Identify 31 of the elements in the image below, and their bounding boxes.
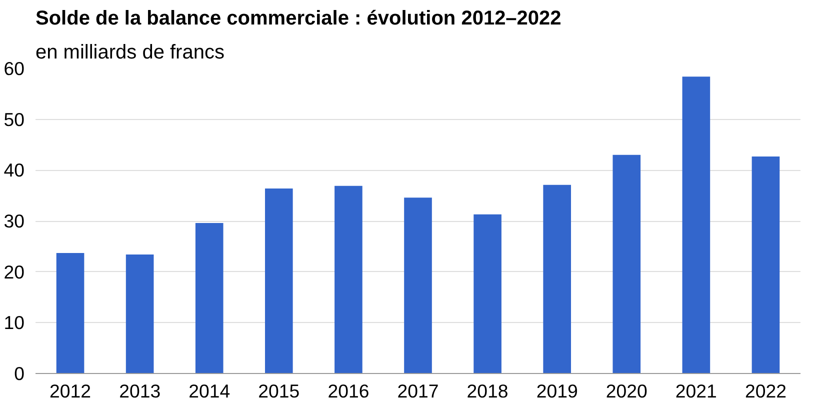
- chart-subtitle: en milliards de francs: [36, 42, 224, 64]
- x-tick-label: 2013: [119, 380, 161, 402]
- bar: [752, 156, 780, 374]
- bar: [56, 253, 84, 374]
- y-tick-label: 40: [4, 160, 25, 181]
- bar: [126, 254, 154, 374]
- bar: [404, 198, 432, 374]
- x-tick-label: 2016: [328, 380, 370, 402]
- x-tick-label: 2018: [466, 380, 508, 402]
- bar: [682, 76, 710, 374]
- x-tick-label: 2017: [397, 380, 439, 402]
- x-tick-label: 2015: [258, 380, 300, 402]
- x-tick-label: 2021: [675, 380, 717, 402]
- y-tick-label: 50: [4, 108, 25, 130]
- bar: [265, 188, 293, 374]
- x-tick-label: 2019: [536, 380, 578, 402]
- y-tick-label: 20: [4, 261, 25, 282]
- y-tick-label: 0: [14, 363, 25, 384]
- x-tick-label: 2014: [188, 380, 230, 402]
- x-tick-label: 2022: [744, 380, 786, 402]
- y-tick-label: 10: [4, 312, 25, 334]
- y-tick-label: 60: [4, 58, 25, 79]
- bar: [612, 154, 641, 374]
- y-tick-label: 30: [4, 210, 25, 232]
- bar: [474, 214, 502, 374]
- bar: [195, 223, 224, 374]
- chart-title: Solde de la balance commerciale : évolution 2012–2022: [36, 8, 562, 30]
- bar: [543, 184, 571, 374]
- x-tick-label: 2020: [606, 380, 648, 402]
- x-tick-label: 2012: [50, 380, 92, 402]
- bar: [334, 186, 362, 374]
